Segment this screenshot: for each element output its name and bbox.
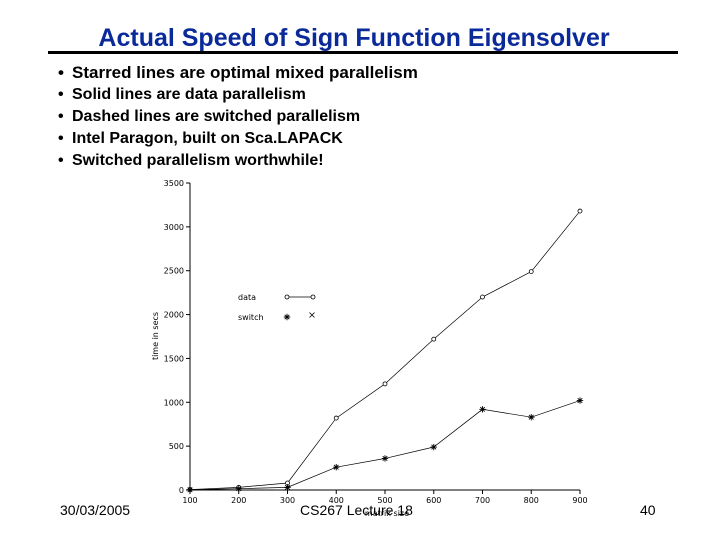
data-point-data [431,336,437,342]
legend-marker [309,312,315,318]
bullet-text: Switched parallelism worthwhile! [72,152,324,169]
data-point-switch [235,485,242,492]
x-tick-label: 700 [475,496,490,505]
bullet-text: Solid lines are data parallelism [72,86,306,103]
x-tick-label: 400 [329,496,344,505]
bullet-dot-icon: • [58,108,64,125]
series-line-switch [189,400,581,491]
data-point-switch [528,413,535,421]
y-axis-label: time in secs [151,312,160,360]
x-tick-label: 500 [377,496,392,505]
x-tick-label: 600 [426,496,441,505]
data-point-switch [479,406,486,413]
x-tick-label: 200 [231,496,246,505]
data-point-data [333,415,339,421]
x-tick-label: 800 [524,496,539,505]
legend-label: data [238,293,256,302]
x-tick-label: 100 [182,496,197,505]
legend-marker [283,313,291,321]
y-tick-label: 2500 [164,267,184,276]
x-axis-label: matrix size [365,509,409,518]
data-point-data [382,381,388,387]
bullet-item: • Intel Paragon, built on Sca.LAPACK [58,128,418,150]
bullet-text: Dashed lines are switched parallelism [72,108,361,125]
bullet-dot-icon: • [58,130,64,147]
data-point-data [577,208,583,214]
y-tick-label: 500 [169,442,184,451]
legend-marker [284,294,290,300]
bullet-dot-icon: • [58,63,64,82]
slide-title: Actual Speed of Sign Function Eigensolve… [98,24,610,52]
bullet-item: • Starred lines are optimal mixed paralle… [58,62,418,84]
bullet-item: • Dashed lines are switched parallelism [58,106,418,128]
data-point-switch [333,463,340,471]
data-point-switch [381,455,389,462]
data-point-switch [284,484,291,491]
y-tick-label: 3500 [164,179,184,188]
bullet-dot-icon: • [58,86,64,103]
bullet-dot-icon: • [58,152,64,169]
data-point-data [528,269,534,274]
footer-date: 30/03/2005 [60,502,131,518]
legend-marker [310,294,316,300]
data-point-switch [430,443,437,451]
x-tick-label: 900 [572,496,587,505]
y-tick-label: 0 [179,486,184,495]
y-tick-label: 1500 [164,354,184,363]
data-point-data [480,294,485,300]
bullet-text: Intel Paragon, built on Sca.LAPACK [72,130,343,147]
bullet-item: • Switched parallelism worthwhile! [58,150,418,172]
legend-label: switch [238,313,264,322]
bullet-item: • Solid lines are data parallelism [58,84,418,106]
footer-course: CS267 Lecture 18 [300,502,413,518]
y-tick-label: 1000 [164,398,184,407]
title-underline [48,51,678,54]
data-point-switch [186,486,194,493]
bullet-text: Starred lines are optimal mixed parallel… [72,63,418,82]
footer-page-number: 40 [640,502,656,518]
x-tick-label: 300 [280,496,295,505]
series-line-data [189,210,581,490]
bullet-list: • Starred lines are optimal mixed paralle… [58,62,418,172]
y-tick-label: 2000 [164,311,184,320]
data-point-switch [576,397,584,404]
y-tick-label: 3000 [164,223,184,232]
